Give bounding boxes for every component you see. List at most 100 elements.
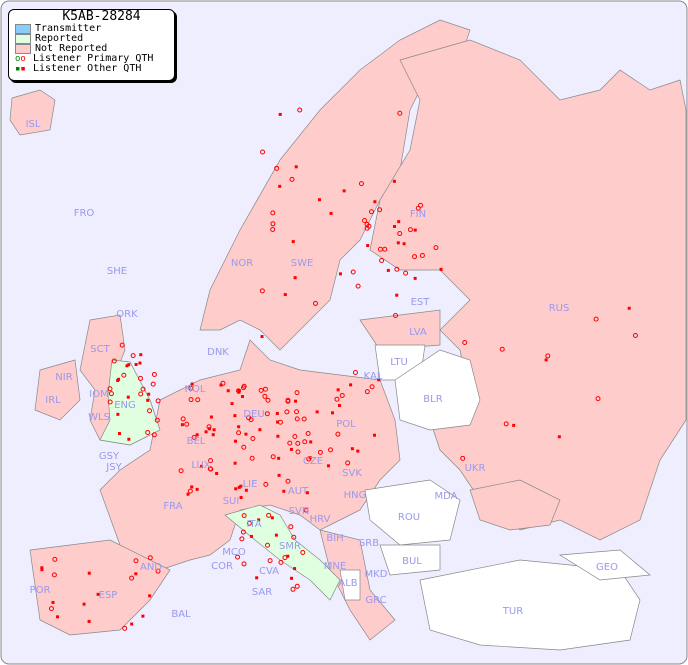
reported-swatch [15, 34, 31, 44]
listener-primary-marker [303, 507, 309, 513]
listener-primary-marker [362, 218, 368, 224]
listener-primary-marker [263, 481, 269, 487]
listener-primary-marker [369, 384, 375, 390]
listener-markers [40, 107, 638, 631]
country-label: NOR [231, 258, 253, 269]
country-label: AND [140, 562, 162, 573]
listener-other-marker [373, 433, 377, 437]
listener-primary-marker [266, 512, 272, 518]
listener-other-marker [309, 440, 313, 444]
listener-other-marker [330, 411, 334, 415]
legend-label: Transmitter [35, 23, 102, 34]
listener-primary-marker [369, 209, 375, 215]
listener-other-marker [276, 420, 280, 424]
legend: K5AB-28284 Transmitter Reported Not Repo… [8, 9, 175, 81]
listener-primary-marker [195, 397, 201, 403]
country-label: ALB [338, 578, 357, 589]
listener-primary-marker [121, 372, 127, 378]
legend-label: Reported [35, 33, 84, 44]
listener-other-marker [282, 489, 286, 493]
listener-other-marker [396, 241, 400, 245]
listener-other-marker [291, 240, 295, 244]
listener-primary-marker [328, 447, 334, 453]
country-label: WLS [88, 412, 110, 423]
listener-primary-marker [460, 455, 466, 461]
listener-primary-marker [48, 606, 54, 612]
listener-other-marker [395, 293, 399, 297]
listener-other-marker [139, 353, 143, 357]
legend-label: Listener Primary QTH [33, 53, 154, 64]
listener-primary-marker [122, 625, 128, 631]
listener-primary-marker [407, 227, 413, 233]
listener-primary-marker [335, 431, 341, 437]
listener-other-marker [244, 432, 248, 436]
listener-other-marker [260, 335, 264, 339]
listener-primary-marker [305, 430, 311, 436]
country-label: GRC [365, 595, 386, 606]
listener-other-marker [257, 518, 261, 522]
country-label: BIH [326, 533, 343, 544]
listener-primary-marker [241, 561, 247, 567]
listener-other-marker [413, 228, 417, 232]
listener-other-marker [290, 576, 294, 580]
listener-other-marker [294, 165, 298, 169]
listener-other-marker [512, 423, 516, 427]
listener-other-marker [544, 358, 548, 362]
listener-other-marker [211, 433, 215, 437]
country-label: MKD [365, 569, 388, 580]
listener-primary-marker [265, 397, 271, 403]
listener-other-marker [215, 471, 219, 475]
listener-primary-marker [377, 207, 383, 213]
listener-primary-marker [499, 346, 505, 352]
listener-primary-marker [151, 432, 157, 438]
listener-other-marker [350, 447, 354, 451]
country-label: LTU [390, 357, 408, 368]
listener-primary-marker [145, 429, 151, 435]
listener-primary-marker [294, 390, 300, 396]
country-label: BEL [187, 436, 206, 447]
listener-other-marker [237, 390, 241, 394]
country-label: GSY [99, 451, 120, 462]
listener-primary-marker [294, 409, 300, 415]
listener-other-marker [116, 412, 120, 416]
country-label: ROU [398, 512, 420, 523]
listener-other-marker [234, 439, 238, 443]
listener-other-marker [240, 395, 244, 399]
listener-other-marker [249, 534, 253, 538]
listener-primary-marker [250, 435, 256, 441]
listener-other-marker [317, 198, 321, 202]
listener-primary-marker [301, 416, 307, 422]
listener-other-marker [278, 184, 282, 188]
listener-primary-marker [284, 409, 290, 415]
listener-other-marker [237, 425, 241, 429]
listener-primary-marker [418, 202, 424, 208]
listener-primary-marker [352, 369, 358, 375]
legend-other: ▪▪ Listener Other QTH [15, 64, 174, 75]
listener-primary-marker [290, 586, 296, 592]
listener-other-marker [186, 492, 190, 496]
country-label: COR [211, 561, 233, 572]
listener-primary-marker [129, 575, 135, 581]
listener-primary-marker [240, 385, 246, 391]
listener-other-marker [51, 600, 55, 604]
listener-other-marker [356, 449, 360, 453]
listener-other-marker [244, 488, 248, 492]
country-label: BUL [402, 556, 422, 567]
country-label: FRA [163, 501, 182, 512]
country-label: IOM [89, 389, 108, 400]
listener-other-marker [219, 383, 223, 387]
listener-other-marker [147, 392, 151, 396]
listener-primary-marker [270, 210, 276, 216]
legend-primary: oo Listener Primary QTH [15, 53, 174, 65]
listener-primary-marker [206, 424, 212, 430]
listener-other-marker [40, 568, 44, 572]
listener-primary-marker [191, 434, 197, 440]
listener-primary-marker [278, 559, 284, 565]
country-label: NIR [55, 372, 72, 383]
listener-primary-marker [249, 455, 255, 461]
country-label: ORK [116, 309, 138, 320]
listener-primary-marker [285, 398, 291, 404]
listener-other-marker [56, 615, 60, 619]
listener-primary-marker [291, 534, 297, 540]
country-label: ITA [246, 519, 261, 530]
